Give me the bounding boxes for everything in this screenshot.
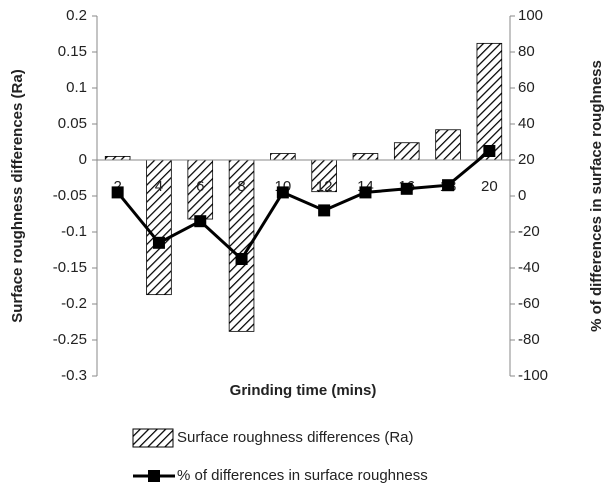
legend-swatch <box>132 428 174 448</box>
y-tick-label: 0.15 <box>58 43 87 60</box>
bar <box>435 129 461 161</box>
bar <box>187 159 214 220</box>
y2-tick-label: -20 <box>518 223 540 240</box>
y2-tick-label: 0 <box>518 187 526 204</box>
y-tick-label: 0 <box>79 151 87 168</box>
y-tick-label: 0.2 <box>66 7 87 24</box>
y-tick-label: -0.25 <box>53 331 87 348</box>
legend-swatch <box>148 470 160 482</box>
line-marker <box>359 186 372 199</box>
y2-tick-label: -80 <box>518 331 540 348</box>
line-marker <box>194 215 207 228</box>
line-marker <box>235 253 248 265</box>
x-tick-label: 20 <box>481 178 498 195</box>
bar <box>393 142 420 161</box>
line-marker <box>442 179 455 192</box>
line-marker <box>276 186 289 199</box>
x-tick-label: 8 <box>237 178 245 195</box>
y2-tick-label: 100 <box>518 7 543 24</box>
y2-tick-label: 80 <box>518 43 535 60</box>
bar <box>270 153 296 161</box>
y-tick-label: -0.1 <box>61 223 87 240</box>
y-axis-title: Surface roughness differences (Ra) <box>9 69 26 322</box>
bar <box>476 42 503 161</box>
y-tick-label: 0.05 <box>58 115 87 132</box>
line-marker <box>111 186 124 199</box>
bar <box>352 153 379 161</box>
x-tick-label: 6 <box>196 178 204 195</box>
x-tick-label: 12 <box>316 178 333 195</box>
y-tick-label: -0.05 <box>53 187 87 204</box>
y2-tick-label: -100 <box>518 367 548 384</box>
y2-axis-title: % of differences in surface roughness <box>588 60 605 332</box>
legend-label: % of differences in surface roughness <box>177 467 428 484</box>
line-marker <box>318 204 331 217</box>
legend-label: Surface roughness differences (Ra) <box>177 429 414 446</box>
y2-tick-label: 20 <box>518 151 535 168</box>
x-tick-label: 4 <box>155 178 163 195</box>
line-marker <box>152 236 165 249</box>
y2-tick-label: 60 <box>518 79 535 96</box>
y-tick-label: -0.15 <box>53 259 87 276</box>
y2-tick-label: 40 <box>518 115 535 132</box>
x-axis-title: Grinding time (mins) <box>230 382 377 399</box>
y-tick-label: 0.1 <box>66 79 87 96</box>
y2-tick-label: -40 <box>518 259 540 276</box>
y-tick-label: -0.3 <box>61 367 87 384</box>
y2-tick-label: -60 <box>518 295 540 312</box>
bar <box>146 159 172 296</box>
line-marker <box>400 182 413 195</box>
y-tick-label: -0.2 <box>61 295 87 312</box>
line-marker <box>483 145 496 157</box>
bar <box>104 155 131 161</box>
line <box>116 149 491 262</box>
